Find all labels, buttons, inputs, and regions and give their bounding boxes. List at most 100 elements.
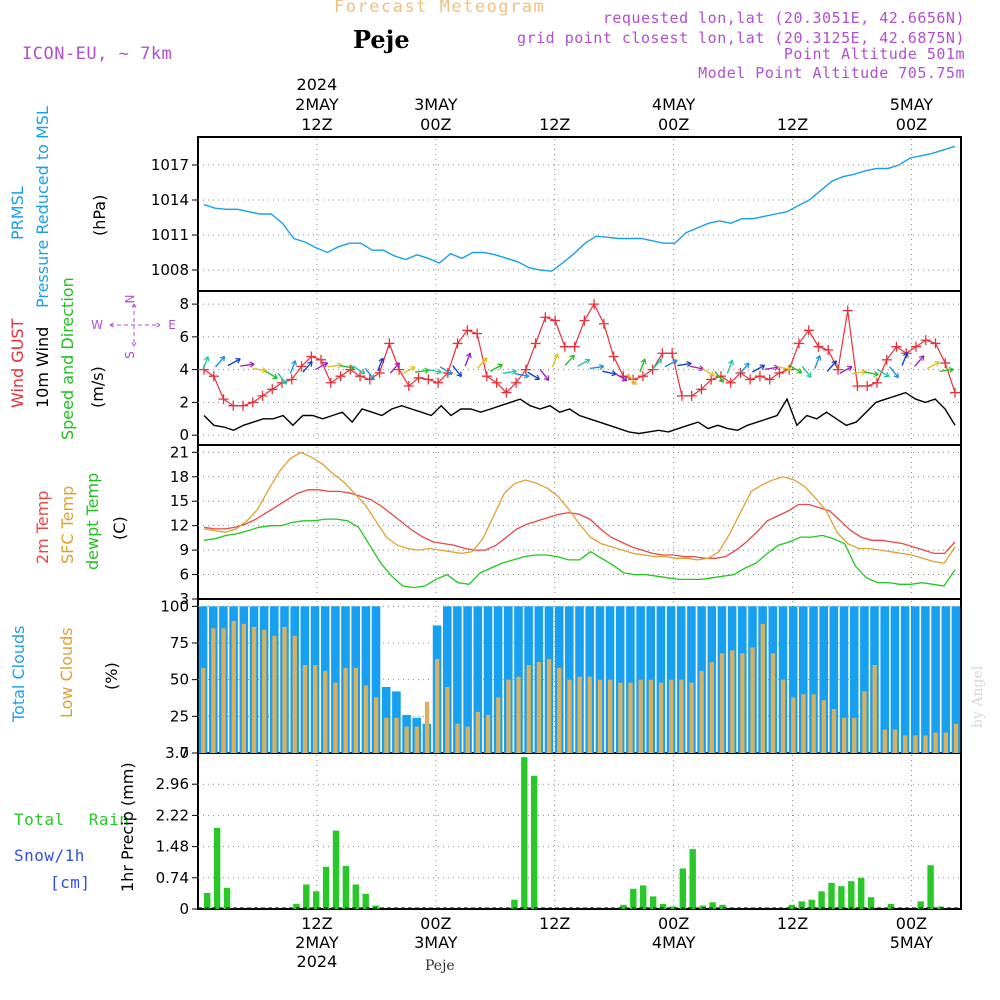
low-cloud-bar <box>536 662 542 753</box>
time-bottom-label: 00Z <box>658 914 689 933</box>
total-cloud-bar <box>331 606 340 753</box>
y-tick-label: 1011 <box>151 226 189 244</box>
y-tick-label: 12 <box>170 517 189 535</box>
low-cloud-bar <box>669 679 674 753</box>
y-tick-label: 4 <box>179 361 189 379</box>
low-cloud-bar <box>445 687 450 753</box>
wind-arrow <box>439 366 453 375</box>
total-cloud-bar <box>900 606 910 753</box>
low-cloud-bar <box>526 665 531 753</box>
wind-arrow <box>514 372 529 378</box>
wind-arrow-head <box>569 354 575 361</box>
point-altitude: Point Altitude 501m <box>783 45 965 63</box>
wind-arrow <box>389 362 401 374</box>
gust-marker <box>754 371 765 382</box>
rain-bar <box>669 906 677 909</box>
low-cloud-bar <box>801 694 806 753</box>
rain-bar <box>204 893 211 909</box>
low-cloud-bar <box>363 685 369 753</box>
wind-speed-line <box>203 391 956 435</box>
low-cloud-bar <box>465 726 470 753</box>
rain-label: Total Rain <box>14 810 130 829</box>
wind-arrow <box>402 366 416 375</box>
gust-marker <box>745 374 756 385</box>
low-cloud-bar <box>211 628 216 753</box>
rain-bar <box>303 884 310 909</box>
y-tick-label: 6 <box>179 328 189 346</box>
wind-arrow-head <box>806 372 812 378</box>
time-top-label: 3MAY <box>414 95 458 114</box>
low-cloud-bar <box>648 679 653 753</box>
wind-arrow-head <box>447 369 453 375</box>
dewpt-line <box>203 518 956 589</box>
low-cloud-bar <box>628 682 633 753</box>
panel-frame <box>197 752 962 910</box>
wind-arrow <box>227 358 241 367</box>
panel-frame <box>197 136 962 292</box>
total-cloud-bar <box>361 606 371 753</box>
total-cloud-bar <box>951 606 961 753</box>
low-cloud-bar <box>740 653 745 753</box>
gust-marker <box>940 358 951 369</box>
low-cloud-bar <box>709 662 714 753</box>
gust-marker <box>481 371 492 382</box>
y-tick-label: 18 <box>170 468 189 486</box>
prmsl-line <box>203 145 956 272</box>
wind-arrow-head <box>598 363 605 371</box>
wind-arrow-head <box>796 368 803 374</box>
time-bottom-label: 12Z <box>301 914 332 933</box>
wind-arrow-head <box>815 355 822 361</box>
gust-marker <box>316 354 327 365</box>
wind-arrow-head <box>686 361 692 368</box>
wind-arrow <box>527 371 540 381</box>
low-cloud-bar <box>201 667 206 753</box>
time-bottom-label: 00Z <box>420 914 451 933</box>
time-top-label: 2MAY <box>295 95 339 114</box>
low-cloud-bar <box>374 697 379 753</box>
gust-marker <box>589 299 600 310</box>
total-cloud-bar <box>615 606 625 753</box>
wind-arrow <box>901 352 908 366</box>
compass-w: W <box>91 318 103 332</box>
wind-arrow <box>864 371 879 376</box>
rain-bar <box>838 886 845 909</box>
total-cloud-bar <box>890 606 900 753</box>
rain-bar <box>788 904 795 909</box>
wind-arrow <box>777 366 792 371</box>
rain-bar <box>511 899 518 909</box>
y-tick-label: 50 <box>170 671 189 689</box>
wind-arrow-head <box>511 368 517 375</box>
wind-arrow <box>789 364 803 374</box>
low-cloud-bar <box>638 679 643 753</box>
gust-marker <box>208 371 219 382</box>
low-cloud-bar <box>791 697 796 753</box>
wind-arrow-head <box>203 356 210 362</box>
gust-marker <box>862 381 873 392</box>
low-cloud-bar <box>831 709 837 753</box>
wind-arrow <box>489 363 503 372</box>
low-cloud-bar <box>567 679 572 753</box>
gust-marker <box>676 390 687 401</box>
total-cloud-bar <box>504 606 513 753</box>
gust-marker <box>950 387 960 398</box>
gust-marker <box>852 381 863 392</box>
low-cloud-bar <box>424 701 430 753</box>
total-cloud-bar <box>849 606 859 753</box>
gust-marker <box>247 397 258 408</box>
compass-ew-arrow <box>109 321 161 329</box>
chart-title: Forecast Meteogram <box>334 0 546 17</box>
gust-marker <box>871 377 882 388</box>
y-tick-label: 0 <box>179 744 189 762</box>
gust-marker <box>764 374 775 385</box>
wind-arrow-head <box>219 355 226 362</box>
snow-label: Snow/1h <box>14 846 85 865</box>
gust-marker <box>452 338 463 349</box>
gust-marker <box>511 377 522 388</box>
gust-marker <box>472 328 483 339</box>
low-cloud-bar <box>862 691 867 753</box>
requested-coords: requested lon,lat (20.3051E, 42.6656N) <box>602 9 965 27</box>
time-top-label: 00Z <box>896 115 927 134</box>
wind-arrow <box>614 372 628 382</box>
y-tick-label: 21 <box>170 443 189 461</box>
